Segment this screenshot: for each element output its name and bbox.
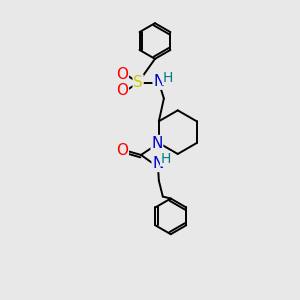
Text: H: H: [160, 152, 171, 166]
Text: O: O: [116, 67, 128, 82]
Text: O: O: [116, 143, 128, 158]
Text: H: H: [163, 71, 173, 85]
Text: N: N: [151, 136, 163, 151]
Text: S: S: [133, 75, 143, 90]
Text: N: N: [153, 74, 165, 89]
Text: O: O: [116, 83, 128, 98]
Text: N: N: [152, 156, 164, 171]
